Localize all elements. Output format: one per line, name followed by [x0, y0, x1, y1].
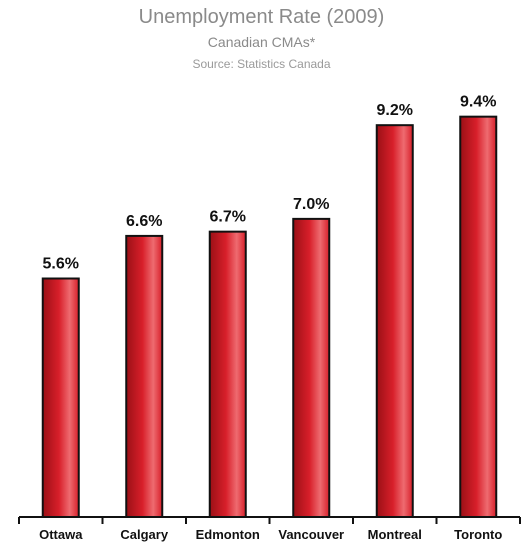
labels-group: 5.6% Ottawa 6.6% Calgary 6.7% Edmonton 7.0% Van…: [39, 94, 502, 542]
bar-vancouver: [292, 217, 331, 518]
bar-edmonton: [208, 230, 247, 518]
category-label-ottawa: Ottawa: [39, 527, 83, 542]
chart-title: Unemployment Rate (2009): [138, 6, 385, 28]
value-label-calgary: 6.6%: [126, 213, 162, 230]
value-label-montreal: 9.2%: [377, 102, 413, 119]
bar-ottawa: [41, 277, 80, 518]
x-axis: [18, 516, 521, 524]
value-label-edmonton: 6.7%: [210, 209, 246, 226]
value-label-vancouver: 7.0%: [293, 196, 329, 213]
bar-toronto: [459, 115, 498, 519]
category-label-toronto: Toronto: [454, 527, 502, 542]
value-label-ottawa: 5.6%: [43, 256, 79, 273]
category-label-vancouver: Vancouver: [278, 527, 344, 542]
chart-source: Source: Statistics Canada: [192, 57, 331, 71]
category-label-edmonton: Edmonton: [196, 527, 260, 542]
bars-group: [41, 115, 498, 519]
chart-subtitle: Canadian CMAs*: [207, 34, 316, 50]
category-label-calgary: Calgary: [120, 527, 168, 542]
value-label-toronto: 9.4%: [460, 94, 496, 111]
bar-calgary: [125, 234, 164, 519]
category-label-montreal: Montreal: [368, 527, 422, 542]
bar-montreal: [375, 124, 414, 519]
